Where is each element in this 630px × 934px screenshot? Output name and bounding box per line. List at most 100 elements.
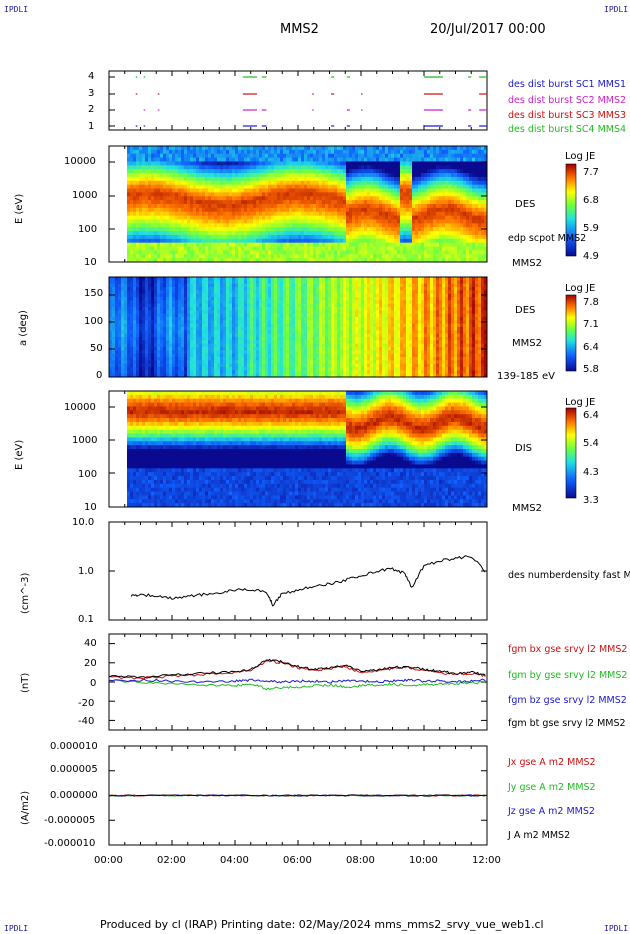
des-energy-cell xyxy=(226,196,230,201)
des-energy-cell xyxy=(256,173,260,178)
des-energy-cell xyxy=(400,149,404,155)
des-energy-cell xyxy=(187,192,191,197)
des-pitch-cell xyxy=(199,367,203,371)
des-energy-cell xyxy=(325,188,329,193)
des-energy-cell xyxy=(364,223,368,228)
des-energy-cell xyxy=(184,258,188,263)
des-energy-cell xyxy=(481,173,485,178)
des-energy-cell xyxy=(322,207,326,213)
des-pitch-cell xyxy=(151,347,155,351)
des-pitch-cell xyxy=(214,373,218,378)
des-energy-cell xyxy=(241,200,245,205)
des-energy-cell xyxy=(328,219,332,224)
des-pitch-cell xyxy=(133,350,137,355)
des-pitch-cell xyxy=(160,347,164,351)
des-energy-cell xyxy=(178,204,182,209)
des-pitch-cell xyxy=(223,360,227,365)
des-energy-cell xyxy=(178,223,182,228)
des-energy-cell xyxy=(370,192,374,197)
des-energy-cell xyxy=(427,242,431,247)
des-energy-cell xyxy=(466,234,470,240)
des-energy-cell xyxy=(148,231,152,236)
des-energy-cell xyxy=(157,219,161,224)
des-energy-cell xyxy=(136,246,140,251)
des-energy-cell xyxy=(232,161,236,166)
des-energy-cell xyxy=(265,215,269,220)
des-energy-cell xyxy=(442,196,446,201)
des-energy-cell xyxy=(484,231,488,236)
des-energy-cell xyxy=(454,176,458,182)
des-energy-cell xyxy=(250,215,254,220)
des-pitch-cell xyxy=(154,350,158,355)
des-pitch-cell xyxy=(136,317,140,321)
des-energy-cell xyxy=(337,215,341,220)
des-energy-cell xyxy=(217,227,221,232)
des-energy-cell xyxy=(148,153,152,158)
des-energy-cell xyxy=(340,176,344,182)
des-energy-cell xyxy=(340,173,344,178)
des-energy-cell xyxy=(133,234,137,240)
des-pitch-cell xyxy=(205,360,209,365)
des-energy-cell xyxy=(223,153,227,158)
des-pitch-cell xyxy=(181,367,185,371)
des-pitch-cell xyxy=(151,277,155,281)
des-energy-cell xyxy=(421,200,425,205)
des-energy-cell xyxy=(292,211,296,216)
des-pitch-cell xyxy=(112,313,116,318)
des-pitch-cell xyxy=(157,363,161,368)
des-energy-cell xyxy=(166,196,170,201)
des-energy-cell xyxy=(286,242,290,247)
des-energy-cell xyxy=(310,149,314,155)
des-energy-cell xyxy=(340,242,344,247)
des-energy-cell xyxy=(256,246,260,251)
des-energy-cell xyxy=(364,176,368,182)
des-energy-cell xyxy=(424,180,428,186)
des-pitch-cell xyxy=(136,357,140,361)
des-energy-cell xyxy=(382,188,386,193)
des-energy-cell xyxy=(244,196,248,201)
des-energy-cell xyxy=(139,169,143,174)
des-energy-cell xyxy=(130,165,134,170)
des-energy-cell xyxy=(127,254,131,259)
des-energy-cell xyxy=(412,196,416,201)
des-pitch-cell xyxy=(109,333,113,338)
des-energy-cell xyxy=(256,176,260,182)
des-energy-cell xyxy=(469,231,473,236)
des-energy-cell xyxy=(235,207,239,213)
des-energy-cell xyxy=(133,258,137,263)
des-energy-cell xyxy=(382,227,386,232)
des-energy-cell xyxy=(319,153,323,158)
des-energy-cell xyxy=(181,238,185,244)
des-energy-cell xyxy=(352,146,356,151)
des-energy-cell xyxy=(349,188,353,193)
des-pitch-cell xyxy=(136,370,140,375)
des-energy-cell xyxy=(235,165,239,170)
des-pitch-cell xyxy=(145,307,149,311)
des-pitch-cell xyxy=(187,347,191,351)
des-energy-cell xyxy=(166,211,170,216)
des-pitch-cell xyxy=(118,363,122,368)
des-energy-cell xyxy=(469,196,473,201)
des-energy-cell xyxy=(235,254,239,259)
des-energy-cell xyxy=(193,153,197,158)
des-pitch-cell xyxy=(142,293,146,298)
des-energy-cell xyxy=(472,176,476,182)
des-energy-cell xyxy=(196,184,200,189)
des-energy-cell xyxy=(184,184,188,189)
des-energy-cell xyxy=(292,146,296,151)
des-energy-cell xyxy=(145,157,149,162)
des-energy-cell xyxy=(163,180,167,186)
des-energy-cell xyxy=(295,211,299,216)
des-pitch-cell xyxy=(223,337,227,341)
des-pitch-cell xyxy=(217,357,221,361)
des-energy-cell xyxy=(388,254,392,259)
des-pitch-cell xyxy=(121,347,125,351)
des-pitch-cell xyxy=(211,360,215,365)
des-energy-cell xyxy=(448,258,452,263)
des-energy-cell xyxy=(340,165,344,170)
des-energy-cell xyxy=(346,192,350,197)
des-energy-cell xyxy=(298,173,302,178)
des-energy-cell xyxy=(256,238,260,244)
des-energy-cell xyxy=(445,180,449,186)
des-energy-cell xyxy=(319,215,323,220)
